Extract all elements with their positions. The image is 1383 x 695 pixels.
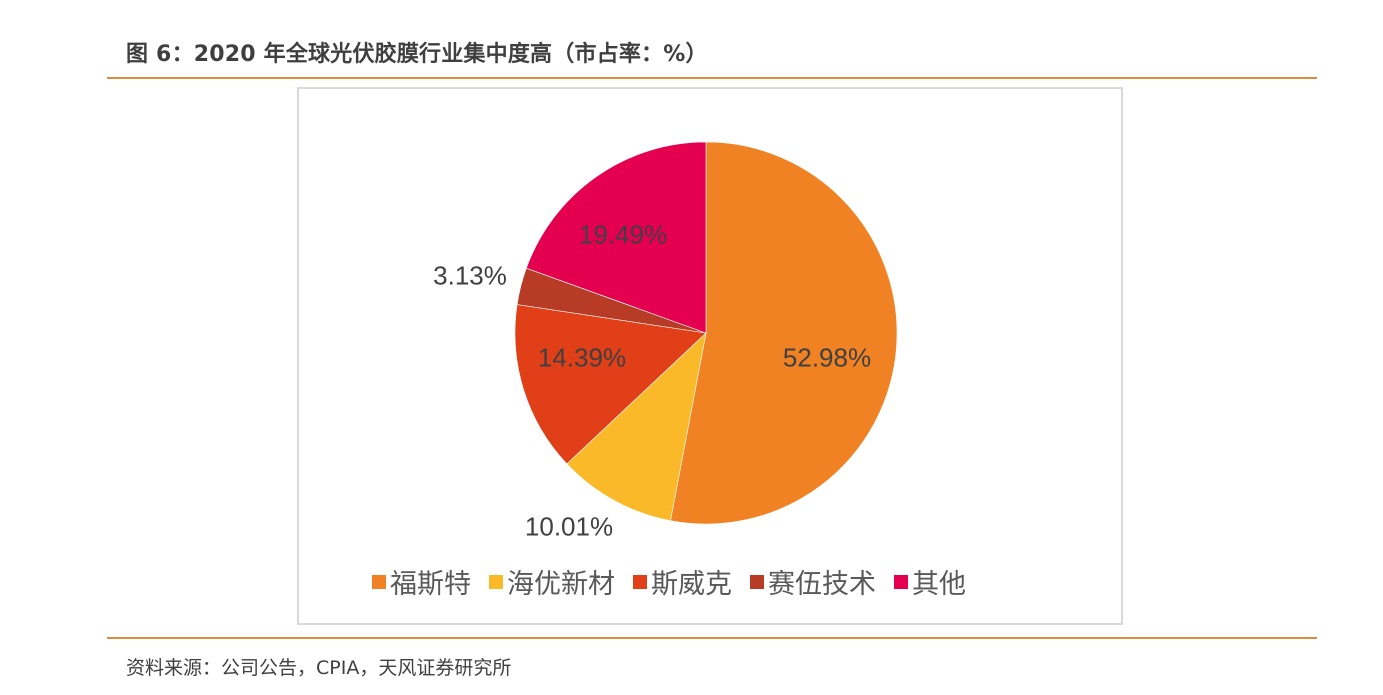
title-divider — [107, 77, 1317, 79]
figure-title: 图 6：2020 年全球光伏胶膜行业集中度高（市占率：%） — [126, 42, 708, 67]
data-label-haiyou: 10.01% — [524, 511, 614, 542]
legend-item-saiwu: 赛伍技术 — [750, 562, 876, 601]
legend-swatch-icon — [372, 574, 386, 589]
data-label-saiwu: 3.13% — [433, 260, 507, 291]
pie-slices — [514, 141, 898, 525]
legend-item-other: 其他 — [894, 562, 966, 601]
pie-slice-4 — [525, 141, 707, 334]
legend-swatch-icon — [489, 574, 503, 589]
legend-swatch-icon — [633, 574, 647, 589]
pie-slice-0 — [670, 141, 898, 525]
legend-label: 其他 — [912, 569, 966, 600]
legend-swatch-icon — [894, 574, 908, 589]
legend-label: 斯威克 — [651, 569, 732, 600]
data-label-fusite: 52.98% — [782, 342, 872, 373]
legend-label: 福斯特 — [390, 569, 471, 600]
legend-label: 海优新材 — [507, 569, 615, 600]
chart-legend: 福斯特 海优新材 斯威克 赛伍技术 其他 — [372, 562, 984, 601]
source-note: 资料来源：公司公告，CPIA，天风证券研究所 — [126, 657, 512, 679]
pie-slice-2 — [514, 304, 707, 465]
legend-item-siweike: 斯威克 — [633, 562, 732, 601]
data-label-other: 19.49% — [578, 219, 668, 250]
legend-item-haiyou: 海优新材 — [489, 562, 615, 601]
legend-label: 赛伍技术 — [768, 569, 876, 600]
source-divider — [107, 637, 1317, 639]
data-label-siweike: 14.39% — [537, 342, 627, 373]
legend-item-fusite: 福斯特 — [372, 562, 471, 601]
pie-slice-1 — [566, 332, 707, 522]
legend-swatch-icon — [750, 574, 764, 589]
